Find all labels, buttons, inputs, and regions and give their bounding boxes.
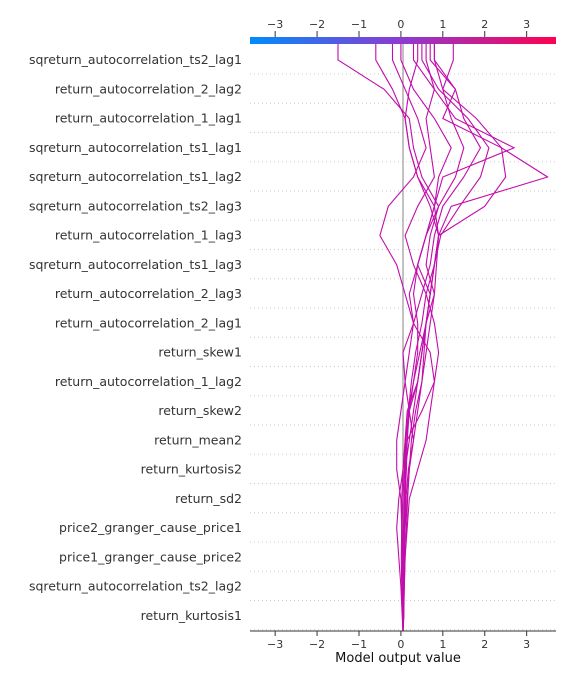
feature-label: return_skew1 (158, 345, 242, 360)
decision-line (402, 42, 490, 632)
feature-label: return_sd2 (175, 491, 242, 506)
feature-label: return_skew2 (158, 403, 242, 418)
tick-label: 1 (439, 638, 446, 651)
feature-label: sqreturn_autocorrelation_ts1_lag1 (29, 140, 242, 155)
top-axis: −3 −2 −1 0 1 2 3 (267, 18, 530, 37)
colorbar (250, 37, 556, 44)
decision-line (396, 42, 452, 631)
tick-label: 3 (523, 18, 530, 31)
tick-label: 2 (481, 638, 488, 651)
feature-label: return_kurtosis1 (141, 608, 242, 623)
tick-label: −1 (351, 18, 367, 31)
feature-label: return_mean2 (154, 432, 242, 447)
feature-label: return_autocorrelation_2_lag1 (55, 315, 242, 330)
feature-label: return_autocorrelation_1_lag2 (55, 374, 242, 389)
x-axis-title: Model output value (335, 651, 461, 666)
decision-line (337, 42, 440, 631)
feature-label: return_autocorrelation_2_lag3 (55, 286, 242, 301)
tick-label: −2 (309, 18, 325, 31)
tick-label: 1 (439, 18, 446, 31)
feature-label: return_autocorrelation_1_lag3 (55, 228, 242, 243)
decision-line (375, 42, 440, 632)
feature-label: sqreturn_autocorrelation_ts1_lag2 (29, 169, 242, 184)
feature-label: sqreturn_autocorrelation_ts2_lag1 (29, 52, 242, 67)
tick-label: −3 (267, 18, 283, 31)
feature-label: return_autocorrelation_2_lag2 (55, 81, 242, 96)
feature-label: sqreturn_autocorrelation_ts1_lag3 (29, 257, 242, 272)
tick-label: 2 (481, 18, 488, 31)
feature-label: sqreturn_autocorrelation_ts2_lag3 (29, 198, 242, 213)
feature-labels: sqreturn_autocorrelation_ts2_lag1 return_… (29, 52, 242, 623)
feature-label: price2_granger_cause_price1 (59, 520, 242, 535)
feature-label: price1_granger_cause_price2 (59, 549, 242, 564)
tick-label: 3 (523, 638, 530, 651)
tick-label: 0 (397, 18, 404, 31)
feature-label: return_autocorrelation_1_lag1 (55, 111, 242, 126)
feature-label: return_kurtosis2 (141, 462, 242, 477)
tick-label: −1 (351, 638, 367, 651)
tick-label: 0 (397, 638, 404, 651)
tick-label: −3 (267, 638, 283, 651)
decision-lines (337, 42, 549, 632)
decision-line (379, 42, 435, 632)
feature-label: sqreturn_autocorrelation_ts2_lag2 (29, 579, 242, 594)
tick-label: −2 (309, 638, 325, 651)
bottom-axis: −3 −2 −1 0 1 2 3 (250, 630, 556, 651)
